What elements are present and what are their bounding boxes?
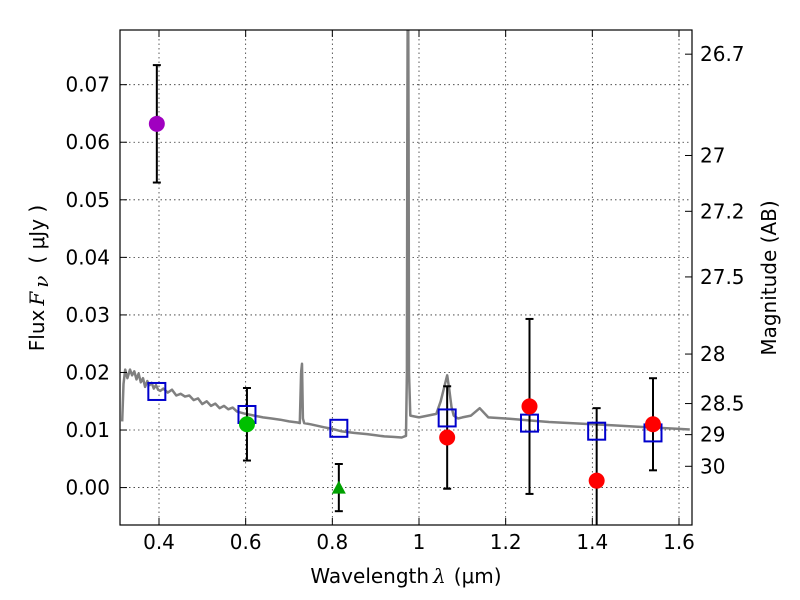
data-point — [148, 115, 165, 132]
mag-tick-label: 28.5 — [700, 392, 745, 416]
y-axis-label: Flux F ν ( μJy ) — [25, 205, 53, 351]
y-tick-label: 0.00 — [65, 476, 110, 500]
data-point — [521, 398, 538, 415]
data-point — [439, 429, 456, 446]
upper-limit-point — [331, 480, 346, 494]
sed-line — [120, 30, 690, 439]
axis-ticks: 0.4 0.6 0.8 1 1.2 1.4 1.6 0.00 0.01 0.02 0.03 0.04 0… — [65, 30, 745, 554]
mag-tick-label: 29 — [700, 423, 725, 447]
mag-tick-label: 28 — [700, 342, 725, 366]
y-tick-label: 0.02 — [65, 360, 110, 384]
x-tick-label: 0.8 — [316, 530, 348, 554]
data-markers — [147, 115, 663, 494]
x-tick-label: 1.6 — [663, 530, 695, 554]
y2-axis-label: Magnitude (AB) — [757, 200, 781, 355]
x-axis-label: Wavelength λ (μm) — [310, 564, 501, 588]
x-tick-label: 1 — [413, 530, 426, 554]
model-point — [587, 421, 607, 441]
model-sed-line — [120, 30, 690, 439]
x-tick-label: 0.4 — [143, 530, 175, 554]
data-point — [645, 416, 661, 433]
x-tick-label: 1.4 — [576, 530, 608, 554]
model-point — [329, 418, 349, 438]
y-tick-label: 0.01 — [65, 418, 110, 442]
data-point — [588, 472, 605, 489]
x-tick-label: 1.2 — [490, 530, 522, 554]
mag-tick-label: 27 — [700, 143, 725, 167]
model-point — [147, 381, 167, 401]
mag-tick-label: 30 — [700, 454, 725, 478]
mag-tick-label: 26.7 — [700, 42, 745, 66]
data-point — [238, 416, 255, 433]
y-tick-label: 0.07 — [65, 73, 110, 97]
y-tick-label: 0.06 — [65, 130, 110, 154]
grid — [120, 30, 692, 525]
mag-tick-label: 27.2 — [700, 199, 745, 223]
x-tick-label: 0.6 — [230, 530, 262, 554]
y-tick-label: 0.05 — [65, 188, 110, 212]
y-tick-label: 0.03 — [65, 303, 110, 327]
model-point — [520, 413, 539, 433]
mag-tick-label: 27.5 — [700, 265, 745, 289]
model-point — [437, 408, 457, 428]
y-tick-label: 0.04 — [65, 245, 110, 269]
plot-frame — [119, 29, 693, 526]
